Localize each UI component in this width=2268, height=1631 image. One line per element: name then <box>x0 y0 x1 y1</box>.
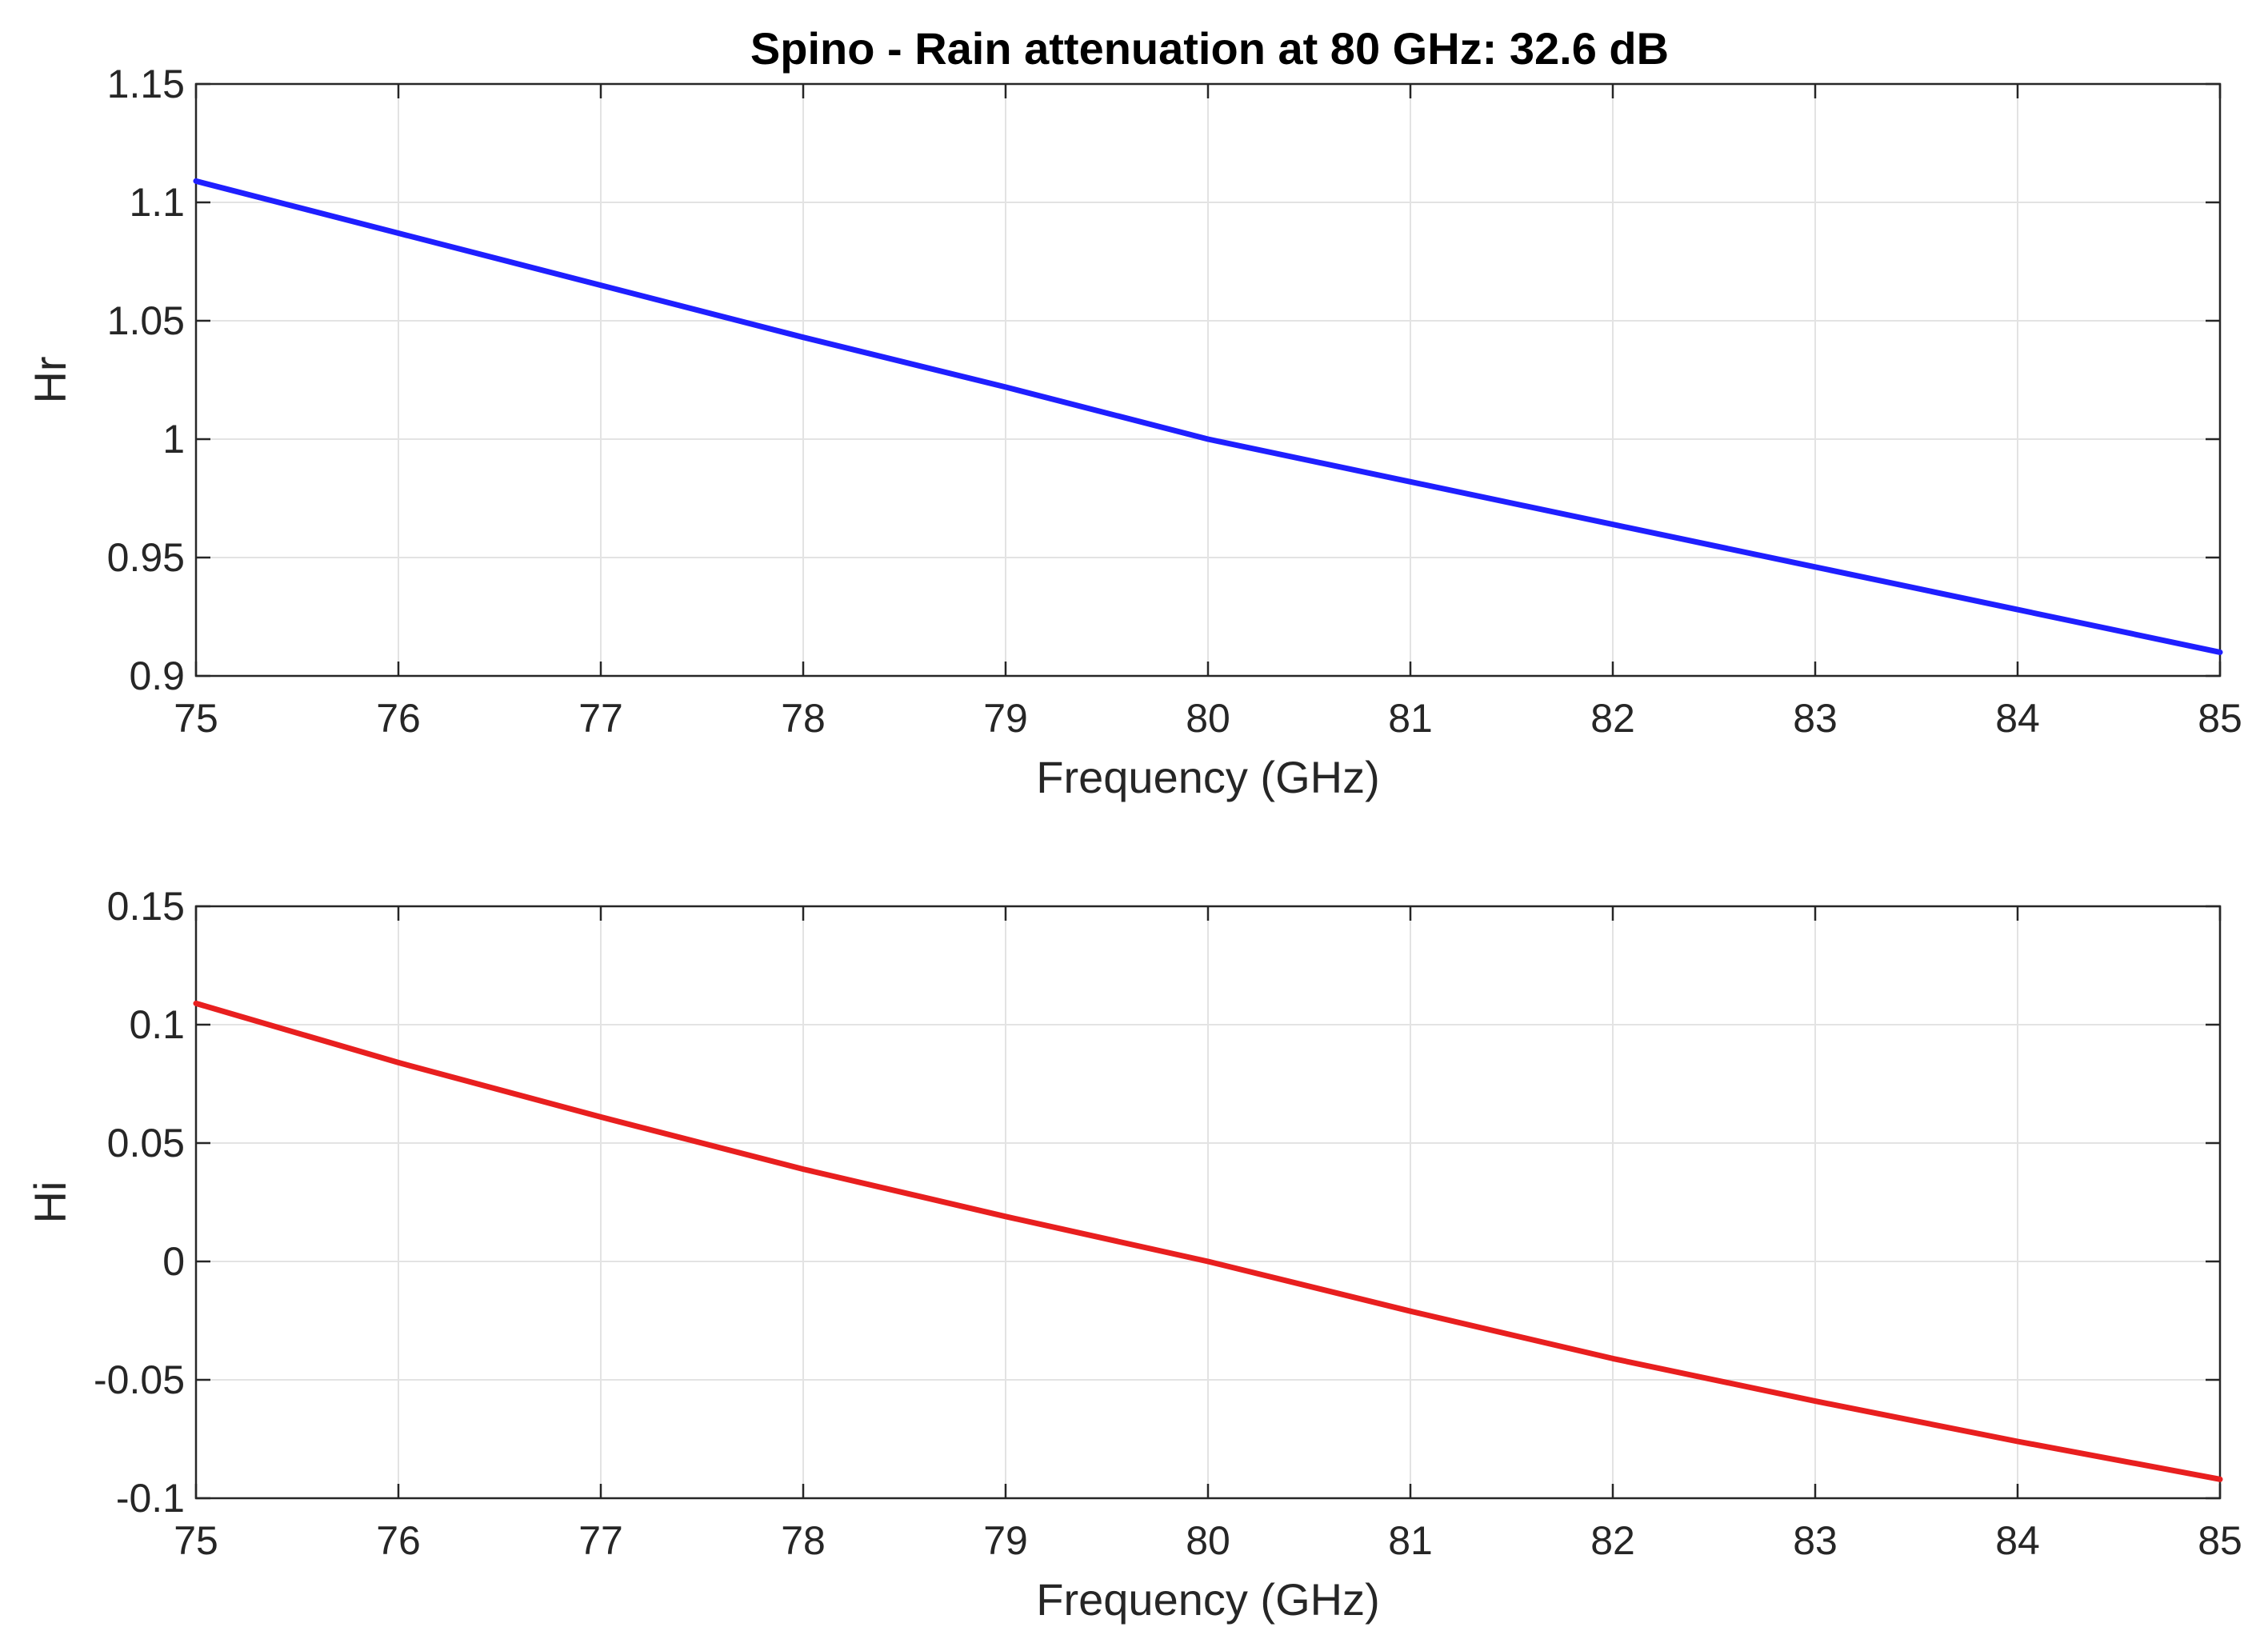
y-tick-label: 1.05 <box>107 298 185 343</box>
x-axis-label: Frequency (GHz) <box>1036 1574 1379 1625</box>
bottom-plot-hi: 75 76 77 78 79 80 81 82 83 84 85 -0.1 -0.05 0 0.05 0.1 0… <box>25 884 2242 1625</box>
y-tick-label: 1.1 <box>129 180 185 225</box>
x-tick-label: 84 <box>1995 696 2040 741</box>
x-tick-label: 76 <box>376 1518 421 1563</box>
chart-title: Spino - Rain attenuation at 80 GHz: 32.6… <box>750 23 1669 74</box>
x-tick-label: 84 <box>1995 1518 2040 1563</box>
x-tick-label: 77 <box>578 696 623 741</box>
y-tick-label: -0.1 <box>116 1476 185 1521</box>
y-axis-label: Hi <box>25 1181 75 1224</box>
series-line-hi <box>193 1000 2223 1482</box>
y-tick-label: -0.05 <box>94 1357 185 1402</box>
y-tick-label: 0.9 <box>129 654 185 698</box>
x-tick-label: 81 <box>1388 1518 1433 1563</box>
x-tick-label: 85 <box>2198 696 2242 741</box>
x-tick-label: 83 <box>1793 696 1838 741</box>
x-tick-label: 78 <box>781 696 826 741</box>
x-axis-label: Frequency (GHz) <box>1036 752 1379 802</box>
x-tick-label: 85 <box>2198 1518 2242 1563</box>
x-tick-label: 79 <box>983 1518 1028 1563</box>
x-tick-label: 79 <box>983 696 1028 741</box>
x-tick-label: 75 <box>174 696 218 741</box>
y-tick-label: 0.95 <box>107 535 185 580</box>
x-tick-label: 83 <box>1793 1518 1838 1563</box>
x-tick-label: 75 <box>174 1518 218 1563</box>
x-tick-label: 82 <box>1590 1518 1635 1563</box>
y-tick-label: 0.1 <box>129 1002 185 1047</box>
y-axis-label: Hr <box>25 356 75 403</box>
y-tick-label: 1.15 <box>107 62 185 106</box>
x-tick-label: 76 <box>376 696 421 741</box>
x-tick-label: 80 <box>1186 1518 1230 1563</box>
x-tick-label: 77 <box>578 1518 623 1563</box>
top-plot-hr: 75 76 77 78 79 80 81 82 83 84 85 0.9 0.95 1 1.05 1.1 1.1… <box>25 62 2242 802</box>
y-tick-label: 0.05 <box>107 1121 185 1165</box>
x-tick-label: 80 <box>1186 696 1230 741</box>
y-tick-label: 0 <box>162 1239 185 1284</box>
series-line-hr <box>193 178 2223 655</box>
x-tick-label: 81 <box>1388 696 1433 741</box>
x-tick-label: 78 <box>781 1518 826 1563</box>
y-tick-label: 0.15 <box>107 884 185 929</box>
x-tick-label: 82 <box>1590 696 1635 741</box>
y-tick-label: 1 <box>162 417 185 462</box>
